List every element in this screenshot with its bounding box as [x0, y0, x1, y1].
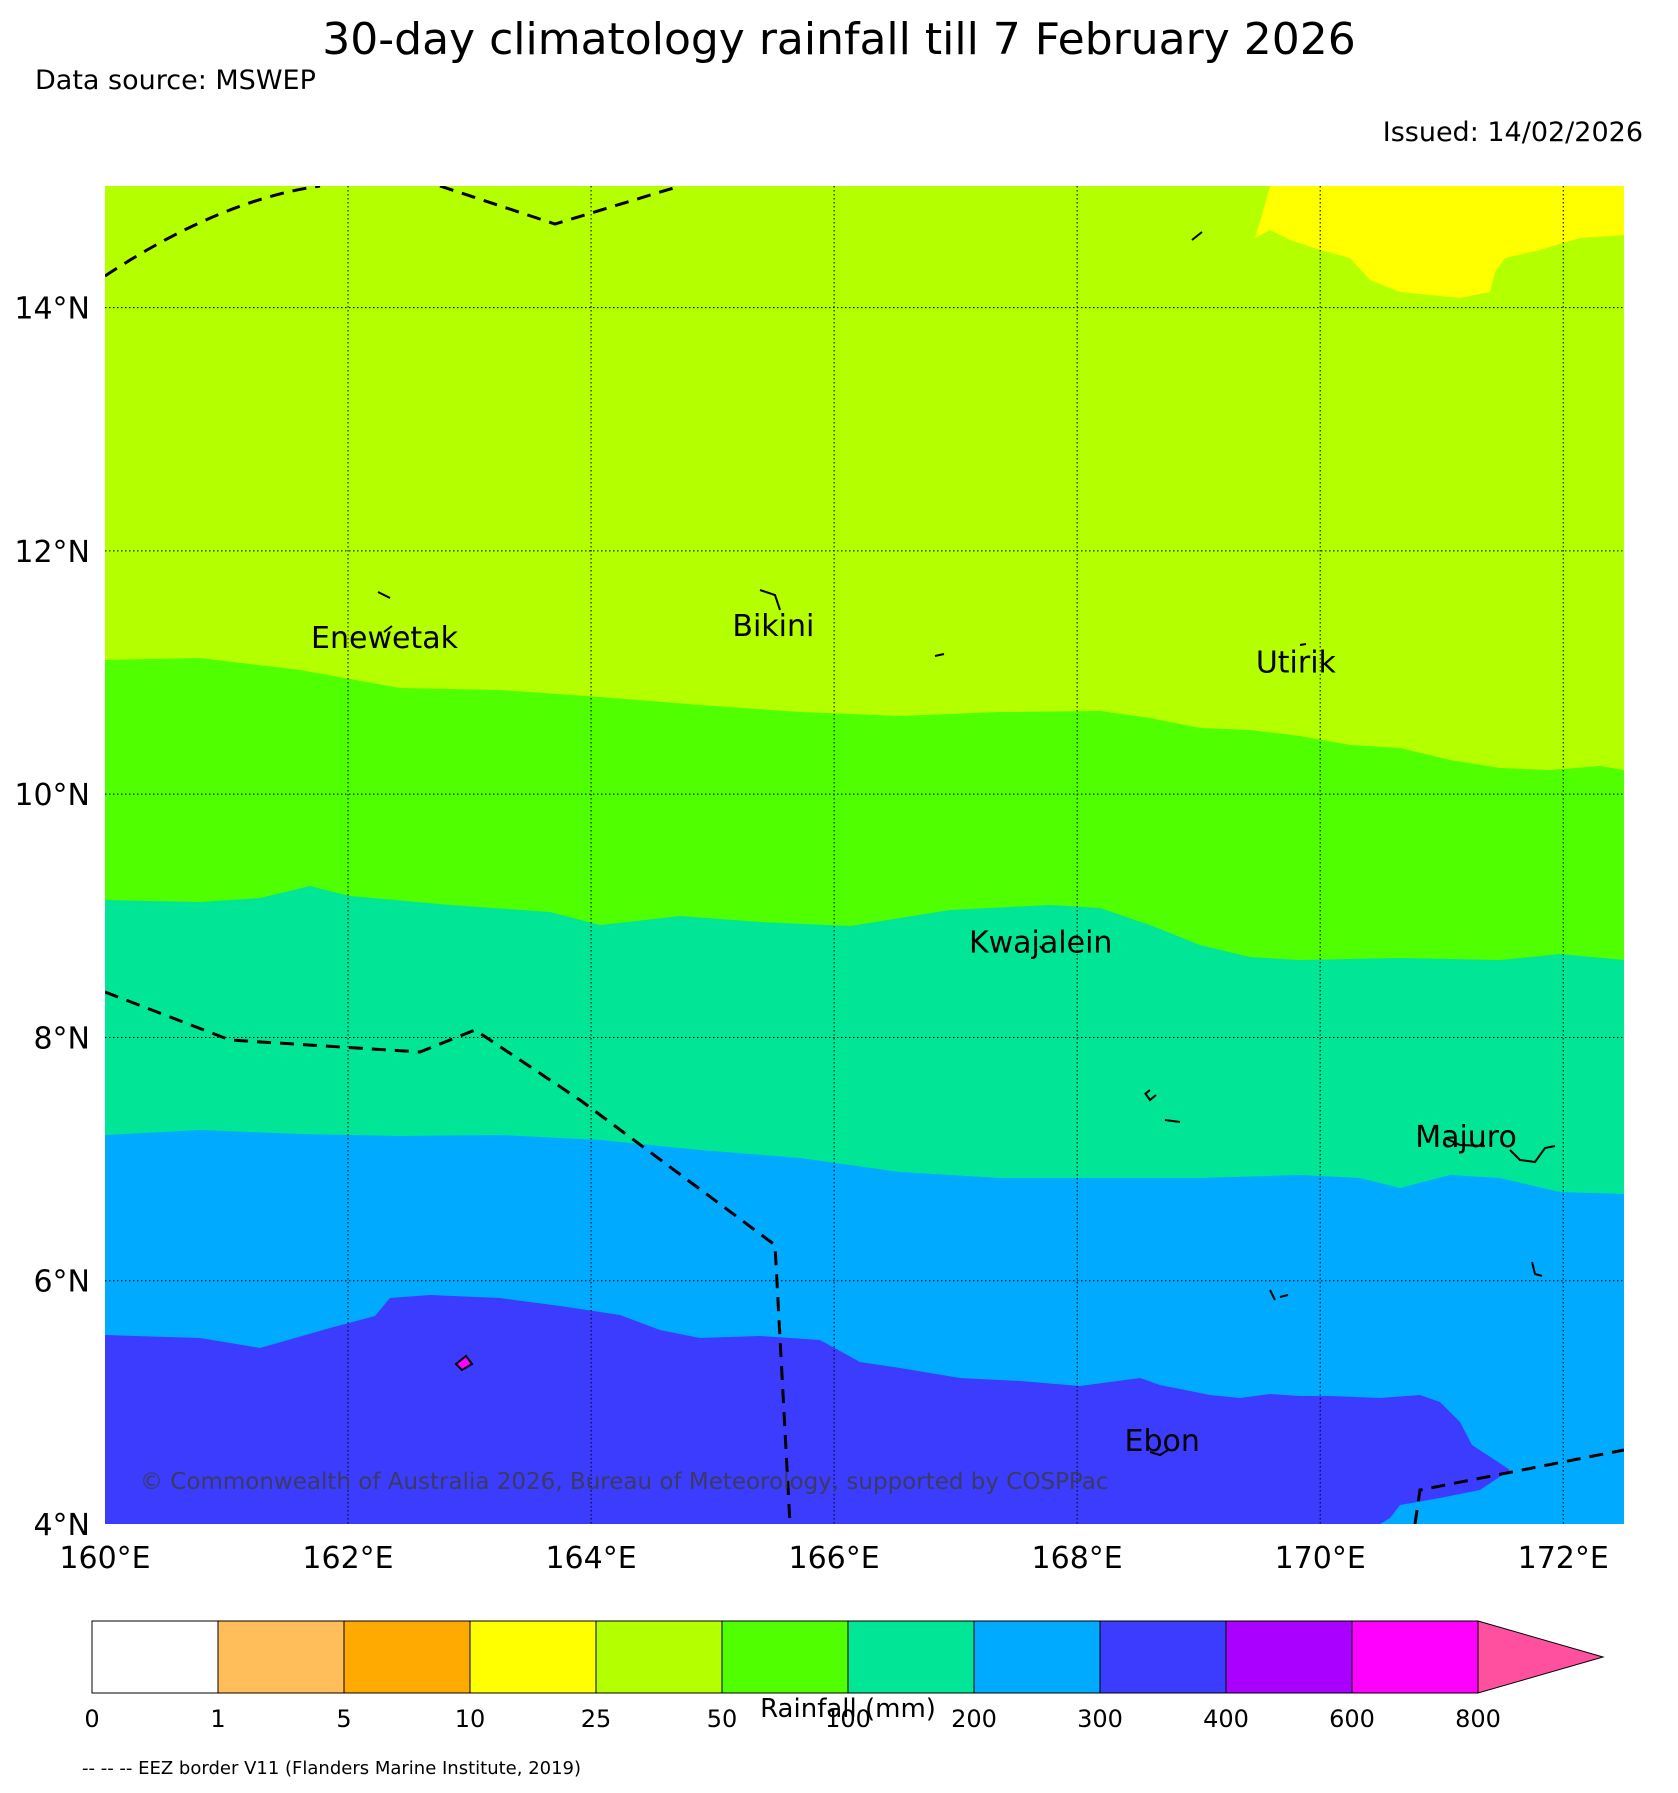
map-title: 30-day climatology rainfall till 7 Febru… — [322, 14, 1356, 65]
lon-tick-label: 168°E — [1032, 1541, 1123, 1576]
issued-date-label: Issued: 14/02/2026 — [1382, 117, 1643, 148]
place-label-bikini: Bikini — [732, 609, 814, 644]
eez-border-lines — [105, 186, 1624, 1524]
colorbar-tick-label: 1 — [210, 1705, 225, 1733]
colorbar-tick-label: 200 — [951, 1705, 997, 1733]
lat-lon-gridlines — [105, 186, 1624, 1524]
band-300-400mm — [105, 1295, 1510, 1524]
colorbar-tick-label: 800 — [1455, 1705, 1501, 1733]
colorbar-tick-label: 400 — [1203, 1705, 1249, 1733]
lat-tick-label: 8°N — [33, 1021, 90, 1056]
atoll-outlines — [377, 231, 1556, 1457]
place-labels: Enewetak Bikini Utirik Kwajalein Majuro Ebon — [311, 609, 1517, 1459]
band-10-25mm — [1255, 186, 1624, 298]
colorbar-segment — [469, 1620, 597, 1694]
colorbar-label: Rainfall (mm) — [760, 1694, 936, 1724]
colorbar-segment — [91, 1620, 219, 1694]
place-label-ebon: Ebon — [1125, 1424, 1200, 1459]
place-label-majuro: Majuro — [1415, 1120, 1517, 1155]
colorbar-segment — [343, 1620, 471, 1694]
lat-tick-label: 6°N — [33, 1265, 90, 1300]
place-label-enewetak: Enewetak — [311, 621, 459, 656]
colorbar-segment — [721, 1620, 849, 1694]
lon-tick-label: 172°E — [1518, 1541, 1609, 1576]
colorbar-tick-label: 100 — [825, 1705, 871, 1733]
place-label-utirik: Utirik — [1256, 646, 1337, 681]
pink-marker-shape — [454, 1354, 474, 1372]
place-label-kwajalein: Kwajalein — [969, 925, 1112, 960]
rainfall-contours — [105, 186, 1624, 1524]
latitude-tick-labels: 4°N 6°N 8°N 10°N 12°N 14°N — [14, 292, 90, 1543]
lat-tick-label: 14°N — [14, 292, 90, 327]
colorbar-segment — [847, 1620, 975, 1694]
colorbar-tick-label: 50 — [707, 1705, 738, 1733]
colorbar-segment — [595, 1620, 723, 1694]
colorbar-segment — [217, 1620, 345, 1694]
colorbar-segment — [973, 1620, 1101, 1694]
colorbar-tick-label: 5 — [336, 1705, 351, 1733]
colorbar-segment — [1225, 1620, 1353, 1694]
lon-tick-label: 160°E — [59, 1541, 150, 1576]
lat-tick-label: 12°N — [14, 535, 90, 570]
eez-footnote: -- -- -- EEZ border V11 (Flanders Marine… — [82, 1758, 582, 1779]
longitude-tick-labels: 160°E 162°E 164°E 166°E 168°E 170°E 172°E — [59, 1541, 1608, 1576]
colorbar-tick-label: 600 — [1329, 1705, 1375, 1733]
rainfall-colorbar: 0 1 5 10 25 50 100 200 300 400 600 800 — [84, 1620, 1605, 1733]
colorbar-tick-label: 300 — [1077, 1705, 1123, 1733]
lat-tick-label: 10°N — [14, 778, 90, 813]
colorbar-tick-label: 10 — [455, 1705, 486, 1733]
lon-tick-label: 166°E — [789, 1541, 880, 1576]
copyright-text: © Commonwealth of Australia 2026, Bureau… — [140, 1469, 1109, 1495]
colorbar-tick-label: 25 — [581, 1705, 612, 1733]
lon-tick-label: 170°E — [1275, 1541, 1366, 1576]
colorbar-segment — [1351, 1620, 1479, 1694]
lat-tick-label: 4°N — [33, 1508, 90, 1543]
colorbar-extend-arrow — [1477, 1620, 1605, 1694]
colorbar-segment — [1099, 1620, 1227, 1694]
data-source-label: Data source: MSWEP — [35, 65, 316, 96]
colorbar-tick-label: 0 — [84, 1705, 99, 1733]
lon-tick-label: 162°E — [302, 1541, 393, 1576]
lon-tick-label: 164°E — [545, 1541, 636, 1576]
